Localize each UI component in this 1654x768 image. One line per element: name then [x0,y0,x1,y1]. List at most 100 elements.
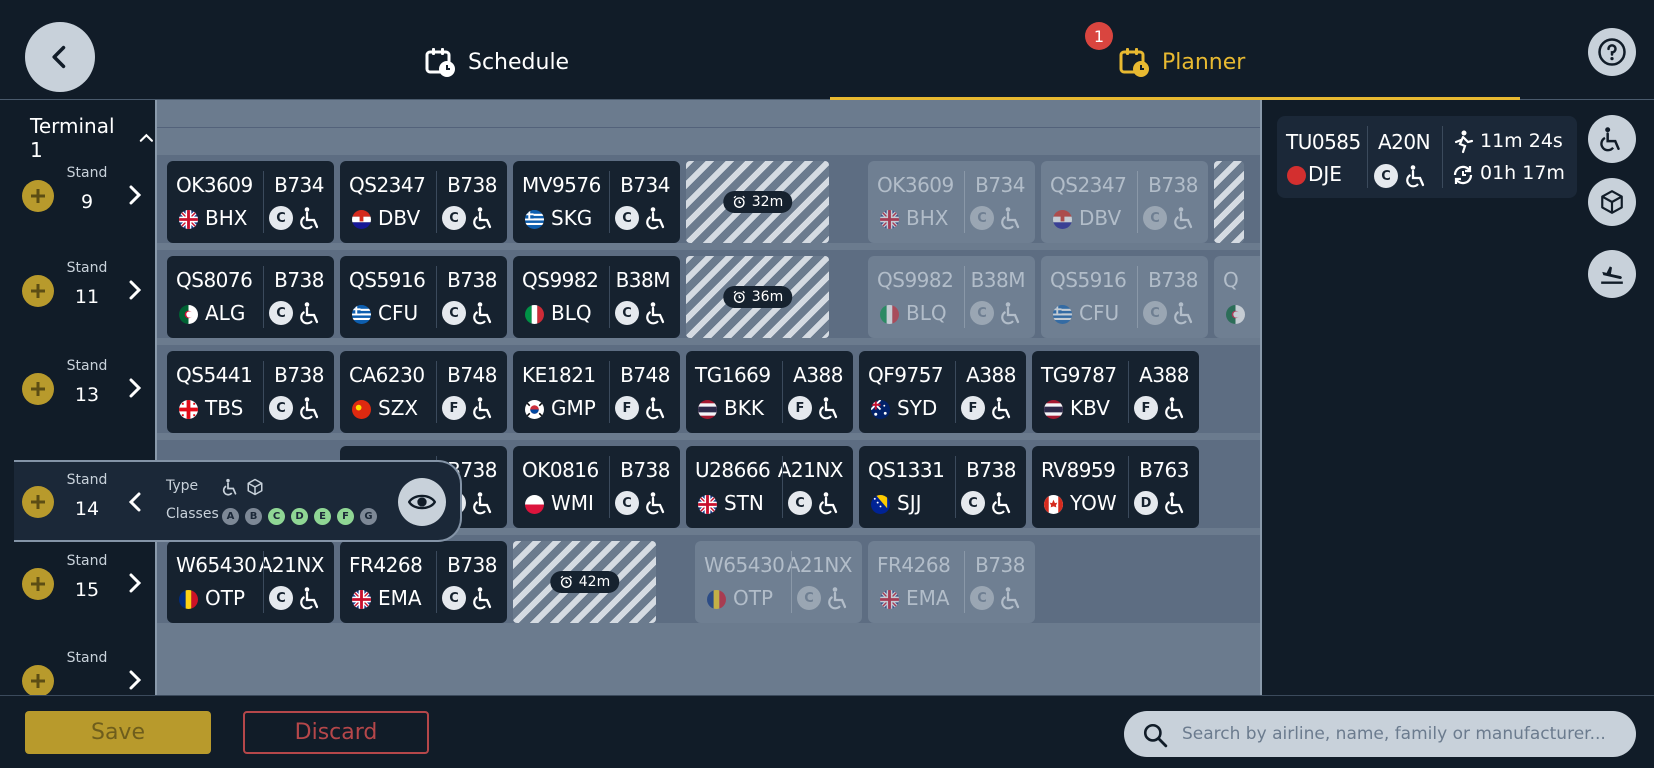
flight-card[interactable]: U28666 A21NX STN C [686,446,853,528]
destination: BHX [906,206,949,230]
flight-card-preview[interactable]: Q [1214,256,1260,338]
flag-icon [352,305,371,324]
class-badge: F [615,396,639,420]
discard-button[interactable]: Discard [243,711,429,754]
flight-card[interactable]: MV9576 B734 SKG C [513,161,680,243]
class-filter-chip[interactable]: A [222,508,239,525]
wheelchair-icon[interactable] [222,478,240,496]
wheelchair-icon [1406,165,1425,188]
flight-card[interactable]: QS5916 B738 CFU C [340,256,507,338]
class-filter-chip[interactable]: C [268,508,285,525]
flight-card[interactable]: FR4268 B738 EMA C [340,541,507,623]
class-filter-chip[interactable]: G [360,508,377,525]
save-button[interactable]: Save [25,711,211,754]
destination: SKG [551,206,593,230]
chevron-right-icon[interactable] [128,280,142,300]
class-filter-chip[interactable]: B [245,508,262,525]
divider [955,361,956,423]
chevron-right-icon[interactable] [128,573,142,593]
class-filter-chip[interactable]: D [291,508,308,525]
back-button[interactable] [25,22,95,92]
flight-card[interactable]: QS9982 B38M BLQ C [513,256,680,338]
cargo-box-icon[interactable] [246,478,264,496]
flight-card[interactable]: QF9757 A388 SYD F [859,351,1026,433]
class-filter-chip[interactable]: E [314,508,331,525]
flight-card[interactable]: W65430 A21NX OTP C [167,541,334,623]
unassigned-flight-card[interactable]: TU0585 DJE A20N C 11m 24s 01h 17m [1277,116,1577,198]
flight-card-preview[interactable]: QS2347 B738 DBV C [1041,161,1208,243]
aircraft-type: B738 [447,268,497,292]
flight-card[interactable]: QS8076 B738 ALG C [167,256,334,338]
destination: EMA [906,586,950,610]
add-stand-button[interactable] [22,486,54,518]
wheelchair-icon [1001,207,1020,230]
terminal-selector[interactable]: Terminal 1 [30,114,155,162]
idle-duration-pill: 36m [722,286,793,308]
wheelchair-icon [1001,587,1020,610]
stand-planner-grid: OK3609 B734 BHX C QS2347 B738 DBV C MV9576 B734 SK… [155,100,1260,695]
idle-gap-slot[interactable] [1214,161,1244,243]
flight-card[interactable]: TG9787 A388 KBV F [1032,351,1199,433]
search-input[interactable] [1182,711,1622,757]
flight-card[interactable]: QS2347 B738 DBV C [340,161,507,243]
stand-timeline-row: W65430 A21NX OTP C FR4268 B738 EMA C 42m W65430 A2… [157,535,1260,623]
destination: WMI [551,491,594,515]
flight-card-preview[interactable]: OK3609 B734 BHX C [868,161,1035,243]
add-stand-button[interactable] [22,275,54,307]
add-stand-button[interactable] [22,373,54,405]
help-button[interactable] [1588,28,1636,76]
flight-card-preview[interactable]: W65430 A21NX OTP C [695,541,862,623]
filter-passengers-button[interactable] [1588,115,1636,163]
chevron-right-icon[interactable] [128,378,142,398]
aircraft-type: A21NX [777,458,844,482]
divider [263,266,264,328]
flight-card[interactable]: RV8959 B763 YOW D [1032,446,1199,528]
add-stand-button[interactable] [22,665,54,695]
class-filter-chip[interactable]: F [337,508,354,525]
tab-schedule[interactable]: Schedule [424,42,569,82]
stand-label: Stand [66,260,108,276]
add-stand-button[interactable] [22,180,54,212]
flight-code: OK3609 [176,173,253,197]
flight-card[interactable]: OK0816 B738 WMI C [513,446,680,528]
flight-code: QS9982 [522,268,599,292]
wheelchair-icon [473,492,492,515]
idle-gap-slot[interactable]: 32m [686,161,829,243]
stand-timeline-row: OK3609 B734 BHX C QS2347 B738 DBV C MV9576 B734 SK… [157,155,1260,243]
flight-card[interactable]: CA6230 B748 SZX F [340,351,507,433]
chevron-right-icon[interactable] [128,185,142,205]
destination: TBS [205,396,244,420]
flight-card-preview[interactable]: QS9982 B38M BLQ C [868,256,1035,338]
add-stand-button[interactable] [22,568,54,600]
search-icon [1143,723,1168,748]
flight-card[interactable]: QS5441 B738 TBS C [167,351,334,433]
chevron-left-icon[interactable] [128,492,142,512]
wheelchair-icon [646,207,665,230]
class-badge: F [788,396,812,420]
idle-duration-pill: 42m [549,571,620,593]
view-stand-button[interactable] [398,478,446,526]
idle-gap-slot[interactable]: 36m [686,256,829,338]
filter-cargo-button[interactable] [1588,178,1636,226]
flight-card[interactable]: OK3609 B734 BHX C [167,161,334,243]
filter-aircraft-button[interactable] [1588,250,1636,298]
aircraft-type: B738 [274,363,324,387]
flight-card[interactable]: QS1331 B738 SJJ C [859,446,1026,528]
flight-code: QS5916 [349,268,426,292]
flight-card-preview[interactable]: QS5916 B738 CFU C [1041,256,1208,338]
destination: BLQ [551,301,592,325]
class-badge: C [1143,301,1167,325]
aircraft-type: A20N [1378,130,1431,154]
chevron-right-icon[interactable] [128,670,142,690]
flight-code: QS2347 [349,173,426,197]
flight-card-preview[interactable]: FR4268 B738 EMA C [868,541,1035,623]
idle-gap-slot[interactable]: 42m [513,541,656,623]
flight-code: OK3609 [877,173,954,197]
flight-card[interactable]: KE1821 B748 GMP F [513,351,680,433]
wheelchair-icon [646,397,665,420]
class-badge: D [1134,491,1158,515]
flight-card[interactable]: TG1669 A388 BKK F [686,351,853,433]
flight-code: FR4268 [877,553,951,577]
stand-label: Stand [66,553,108,569]
tab-planner[interactable]: Planner [1118,42,1245,82]
